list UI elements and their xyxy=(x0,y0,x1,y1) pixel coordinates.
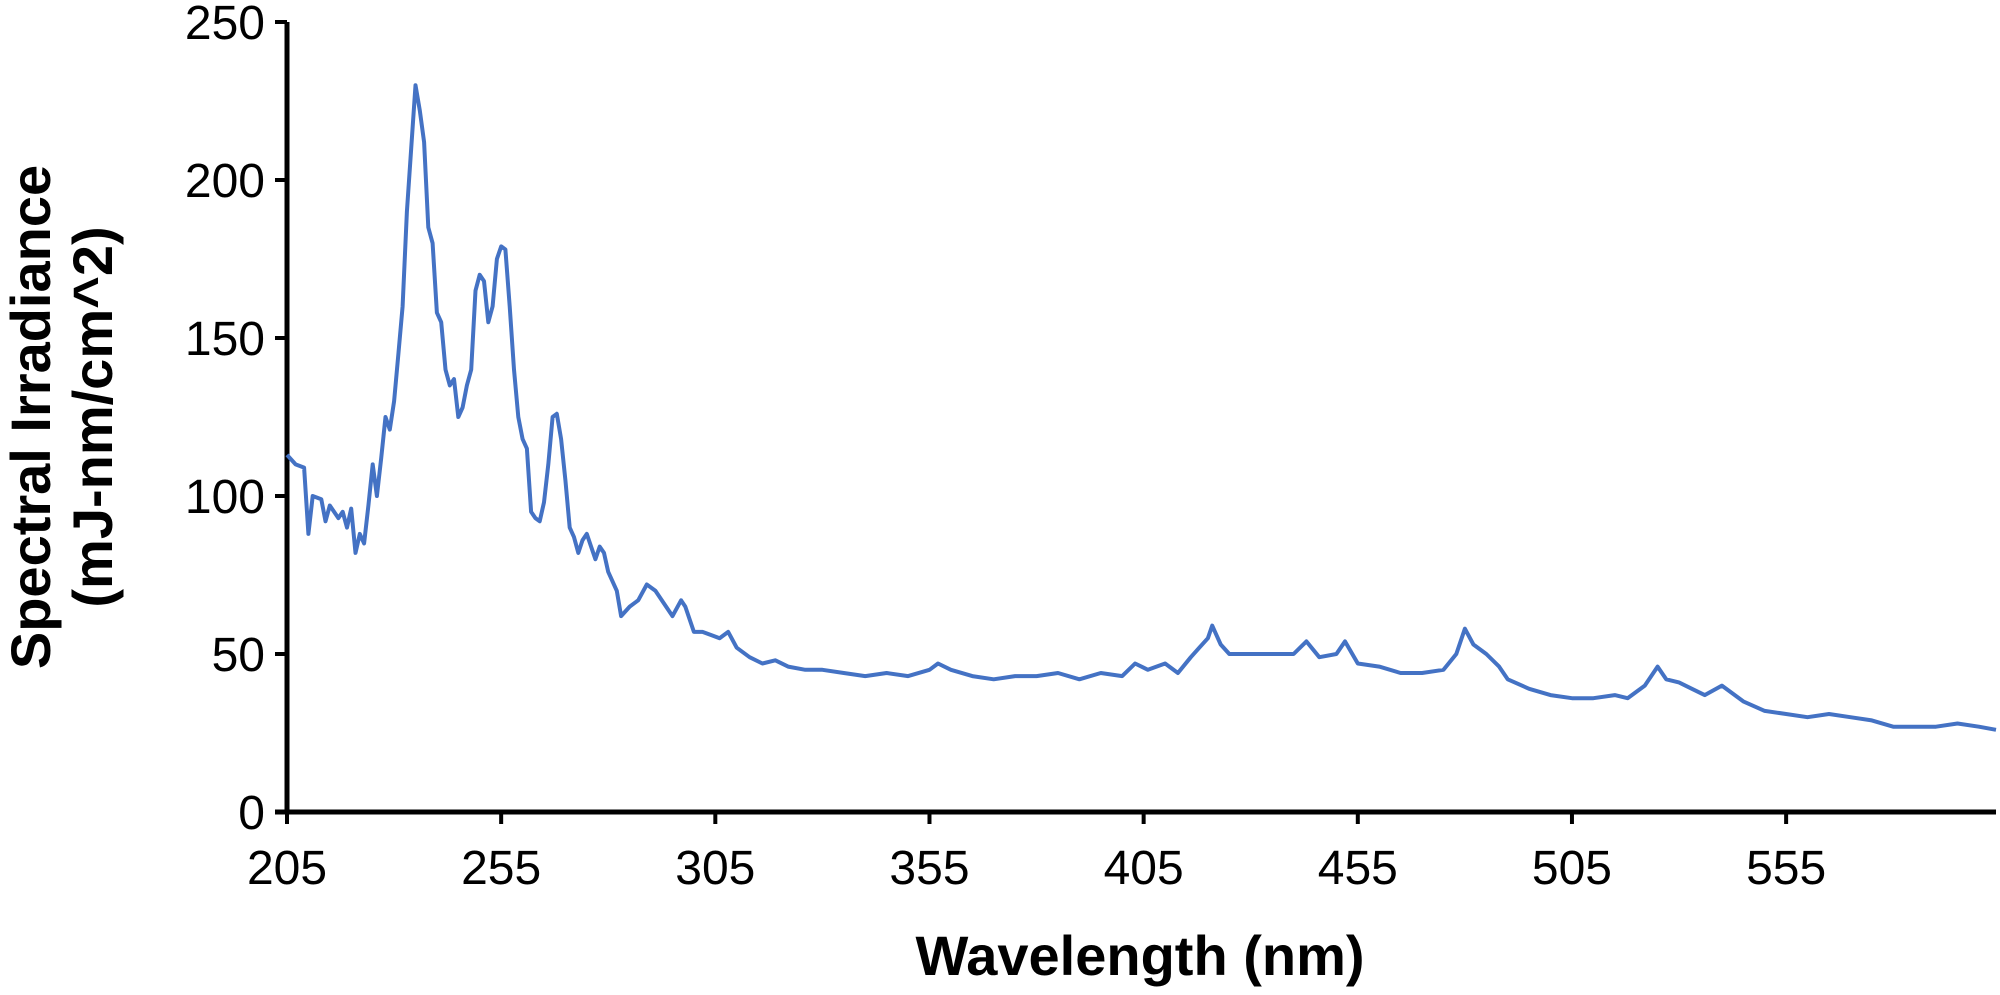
x-tick-label: 205 xyxy=(247,842,327,895)
x-tick-label: 255 xyxy=(461,842,541,895)
y-tick-label: 150 xyxy=(185,313,265,366)
data-line xyxy=(285,83,1997,732)
y-tick-label: 100 xyxy=(185,471,265,524)
x-tick-label: 305 xyxy=(675,842,755,895)
x-axis-title: Wavelength (nm) xyxy=(915,924,1364,987)
y-axis-title: Spectral Irradiance xyxy=(0,165,62,669)
x-tick-label: 405 xyxy=(1104,842,1184,895)
y-tick-label: 0 xyxy=(238,787,265,840)
x-tick-label: 555 xyxy=(1746,842,1826,895)
y-tick-label: 200 xyxy=(185,155,265,208)
y-tick-label: 250 xyxy=(185,0,265,50)
y-axis-title: (mJ-nm/cm^2) xyxy=(61,226,124,607)
x-tick-label: 455 xyxy=(1318,842,1398,895)
x-tick-label: 355 xyxy=(889,842,969,895)
y-tick-label: 50 xyxy=(212,629,265,682)
x-tick-label: 505 xyxy=(1532,842,1612,895)
